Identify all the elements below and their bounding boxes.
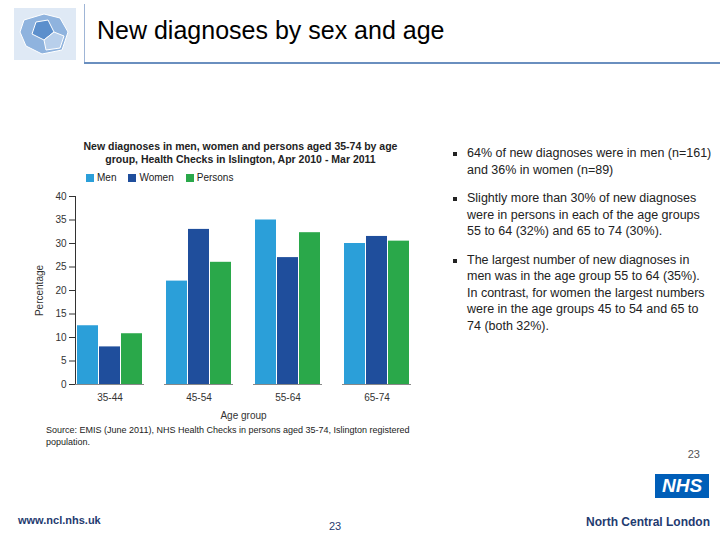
html-text:Persons: Persons <box>196 172 234 183</box>
svg-text:Age group: Age group <box>220 410 267 421</box>
svg-text:30: 30 <box>55 238 67 249</box>
svg-text:25: 25 <box>55 261 67 272</box>
svg-text:5: 5 <box>61 355 67 366</box>
svg-text:55-64: 55-64 <box>275 392 301 403</box>
svg-text:40: 40 <box>55 191 67 202</box>
html-text:Women: Women <box>139 172 174 183</box>
html-text:www.ncl.nhs.uk: www.ncl.nhs.uk <box>18 514 101 526</box>
html-text:Source: EMIS (June 2011), NHS: Source: EMIS (June 2011), NHS Health Che… <box>46 425 410 447</box>
html-text:New diagnoses in men, women an: New diagnoses in men, women and persons … <box>83 140 398 165</box>
svg-text:10: 10 <box>55 332 67 343</box>
svg-text:35: 35 <box>55 214 67 225</box>
svg-text:15: 15 <box>55 308 67 319</box>
svg-text:20: 20 <box>55 285 67 296</box>
html-text:23: 23 <box>328 520 342 532</box>
html-text:Men: Men <box>97 172 117 183</box>
svg-text:0: 0 <box>61 379 67 390</box>
svg-text:65-74: 65-74 <box>364 392 390 403</box>
html-text:North Central London: North Central London <box>586 515 710 529</box>
html-text:New diagnoses by sex and age: New diagnoses by sex and age <box>97 16 445 44</box>
html-text:64% of new diagnoses were in m: 64% of new diagnoses were in men (n=161)… <box>467 146 712 177</box>
svg-text:45-54: 45-54 <box>186 392 212 403</box>
svg-text:Percentage: Percentage <box>34 264 45 316</box>
html-text:23: 23 <box>687 448 700 460</box>
svg-text:35-44: 35-44 <box>97 392 123 403</box>
html-text:The largest number of new diag: The largest number of new diagnoses in m… <box>467 252 705 333</box>
html-text:NHS: NHS <box>661 475 703 496</box>
html-text:Slightly more than 30% of new: Slightly more than 30% of new diagnoses … <box>467 191 700 238</box>
